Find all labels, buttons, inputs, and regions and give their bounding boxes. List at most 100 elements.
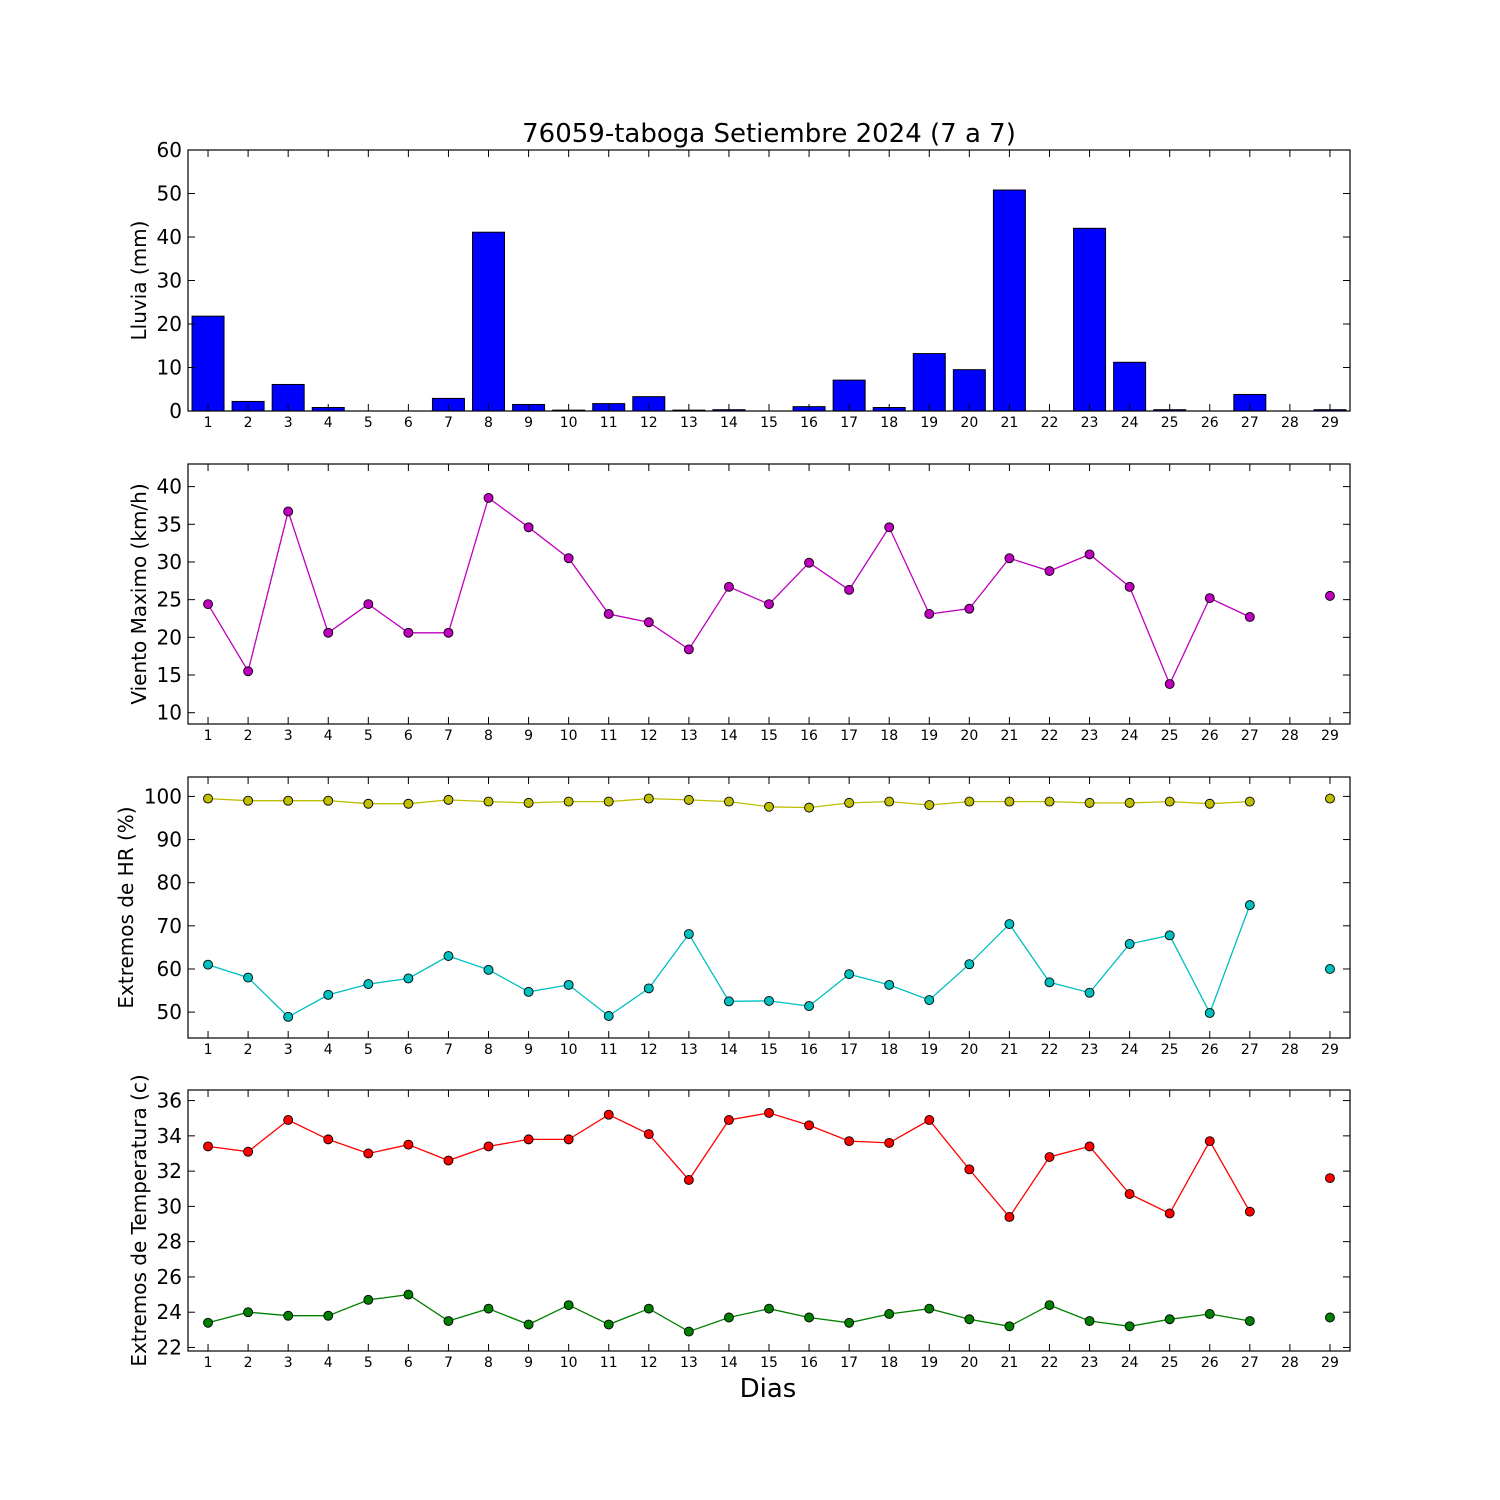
xtick-label-8: 8 [484,1042,493,1058]
series-1-point-day-11 [603,1109,614,1120]
bar-day-19 [912,353,946,412]
ytick-label-30: 30 [157,1194,182,1218]
series-2-point-day-19 [924,995,935,1005]
series-1-point-day-12 [643,617,654,628]
xtick-label-4: 4 [324,415,333,431]
series-1-point-day-4 [323,1134,334,1145]
xtick-label-28: 28 [1281,728,1299,744]
series-1-point-day-14 [723,796,734,807]
series-1-point-day-24 [1124,581,1135,592]
xtick-label-25: 25 [1161,1042,1179,1058]
series-2-point-day-9 [523,986,534,997]
xtick-label-6: 6 [404,1355,413,1371]
series-1-point-day-20 [964,796,975,807]
series-2-point-day-7 [443,1316,454,1326]
xtick-label-3: 3 [284,728,293,744]
xtick-label-7: 7 [444,1042,453,1058]
series-1-point-day-25 [1164,1208,1175,1219]
ytick-label-35: 35 [157,512,182,536]
series-1-point-day-17 [844,1136,855,1147]
xtick-label-1: 1 [204,728,213,744]
series-1-point-day-27 [1244,1206,1255,1217]
xtick-label-9: 9 [524,728,533,744]
xtick-label-14: 14 [720,1355,738,1371]
xtick-label-9: 9 [524,1042,533,1058]
xtick-label-13: 13 [680,1355,698,1371]
ytick-label-36: 36 [157,1089,182,1113]
series-2-point-day-11 [603,1011,614,1021]
y-axis-label: Viento Maximo (km/h) [127,483,151,704]
ytick-label-80: 80 [157,871,182,895]
series-2-point-day-8 [483,964,494,975]
xtick-label-3: 3 [284,1355,293,1371]
xtick-label-21: 21 [1000,415,1018,431]
xtick-label-29: 29 [1321,1355,1339,1371]
xtick-label-29: 29 [1321,728,1339,744]
ytick-label-10: 10 [157,356,182,380]
xtick-label-16: 16 [800,415,818,431]
series-2-point-day-24 [1124,1321,1135,1332]
xtick-label-7: 7 [444,415,453,431]
xtick-label-11: 11 [600,1042,618,1058]
series-2-point-day-22 [1044,977,1055,988]
series-1-point-day-21 [1004,553,1015,564]
series-2-point-day-7 [443,951,454,961]
xtick-label-24: 24 [1121,415,1139,431]
xtick-label-10: 10 [560,728,578,744]
ytick-label-50: 50 [157,1000,182,1024]
xtick-label-18: 18 [880,728,898,744]
xtick-label-15: 15 [760,1355,778,1371]
plot-frame [187,149,1351,412]
series-1-point-day-24 [1124,797,1135,808]
series-1-point-day-12 [643,1129,654,1140]
xtick-label-4: 4 [324,1042,333,1058]
ytick-label-15: 15 [157,663,182,687]
series-2-point-day-9 [523,1319,534,1330]
xtick-label-3: 3 [284,415,293,431]
series-1-point-day-26 [1204,798,1215,809]
xtick-label-16: 16 [800,1355,818,1371]
series-2-point-day-20 [964,959,975,970]
series-1-point-day-16 [804,557,815,568]
series-1-point-day-20 [964,603,975,614]
bar-day-24 [1113,361,1147,412]
series-2-point-day-6 [403,973,414,984]
xtick-label-12: 12 [640,1355,658,1371]
xtick-label-29: 29 [1321,1042,1339,1058]
xtick-label-9: 9 [524,415,533,431]
series-2-point-day-12 [643,1303,654,1314]
xtick-label-3: 3 [284,1042,293,1058]
xtick-label-11: 11 [600,728,618,744]
xtick-label-13: 13 [680,1042,698,1058]
series-2-point-day-15 [764,1303,774,1314]
series-2-point-day-10 [563,1300,574,1311]
xtick-label-7: 7 [444,728,453,744]
ytick-label-10: 10 [157,701,182,725]
series-1-point-day-26 [1204,1136,1215,1147]
xtick-label-27: 27 [1241,728,1259,744]
series-1-point-day-1 [203,599,213,610]
xtick-label-23: 23 [1081,728,1099,744]
xtick-label-25: 25 [1161,1355,1179,1371]
series-1-point-day-3 [283,1115,294,1125]
series-1-point-day-9 [523,1134,534,1145]
xtick-label-17: 17 [840,728,858,744]
xtick-label-20: 20 [960,1355,978,1371]
xtick-label-20: 20 [960,1042,978,1058]
series-1-point-day-5 [363,798,374,809]
series-2-point-day-14 [723,996,734,1007]
ytick-label-26: 26 [157,1265,182,1289]
series-1-point-day-18 [884,796,895,807]
xtick-label-20: 20 [960,415,978,431]
series-1-point-day-4 [323,795,334,806]
ytick-label-40: 40 [157,225,182,249]
ytick-label-30: 30 [157,550,182,574]
ytick-label-90: 90 [157,828,182,852]
ytick-label-20: 20 [157,625,182,649]
ytick-label-24: 24 [157,1300,182,1324]
xtick-label-26: 26 [1201,728,1219,744]
xtick-label-23: 23 [1081,1042,1099,1058]
series-2-point-day-23 [1084,1316,1095,1326]
bar-day-21 [992,189,1026,412]
